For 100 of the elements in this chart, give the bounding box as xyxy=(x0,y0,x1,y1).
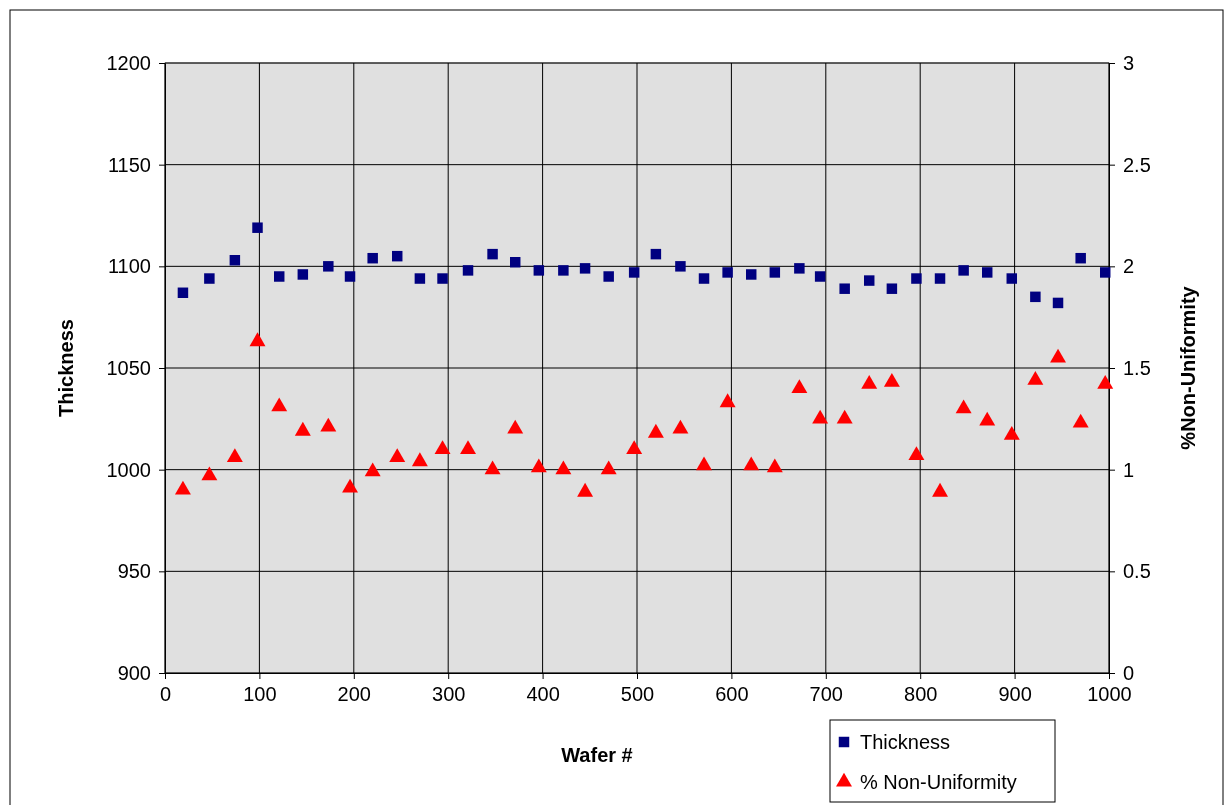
point xyxy=(886,283,898,294)
point xyxy=(794,263,805,274)
point xyxy=(979,411,996,426)
point xyxy=(367,252,378,264)
point xyxy=(911,273,922,284)
point xyxy=(791,379,808,393)
point xyxy=(294,421,311,436)
y-tick-label: 1200 xyxy=(106,51,151,74)
y2-axis-title: %Non-Uniformity xyxy=(1177,285,1199,450)
y-tick-label: 1050 xyxy=(106,356,151,379)
point xyxy=(981,267,993,278)
point xyxy=(955,399,972,414)
x-tick-label: 0 xyxy=(159,683,172,706)
point xyxy=(1099,267,1111,278)
x-tick-label: 600 xyxy=(715,683,749,706)
point xyxy=(533,265,545,276)
y-axis-title: Thickness xyxy=(55,319,77,417)
point xyxy=(1097,375,1114,389)
point xyxy=(273,271,285,282)
x-tick-label: 900 xyxy=(998,683,1032,706)
y-tick-label: 1150 xyxy=(107,153,151,176)
point xyxy=(696,456,712,471)
point xyxy=(201,466,218,481)
point xyxy=(460,440,476,454)
point xyxy=(271,397,288,412)
point xyxy=(908,446,925,461)
point xyxy=(414,273,426,284)
y2-tick-label: 0.5 xyxy=(1123,560,1151,583)
legend-label: Thickness xyxy=(860,731,951,753)
point xyxy=(603,271,614,282)
point xyxy=(650,248,662,260)
point xyxy=(229,254,241,266)
point xyxy=(509,257,521,268)
point xyxy=(719,393,736,408)
point xyxy=(1027,371,1044,385)
point xyxy=(323,261,334,272)
y-tick-label: 1000 xyxy=(106,458,151,481)
point xyxy=(1052,297,1064,309)
x-tick-label: 100 xyxy=(243,683,277,706)
point xyxy=(249,332,266,347)
point xyxy=(698,273,710,284)
point xyxy=(204,273,215,284)
point xyxy=(1030,291,1041,303)
point xyxy=(437,273,448,284)
x-tick-label: 1000 xyxy=(1087,683,1132,706)
point xyxy=(863,275,875,286)
point xyxy=(958,265,969,276)
y-tick-label: 900 xyxy=(117,661,151,684)
point xyxy=(836,409,853,424)
point xyxy=(297,269,309,280)
point xyxy=(883,373,900,387)
point xyxy=(600,460,617,475)
y2-tick-label: 1 xyxy=(1123,458,1135,481)
y2-tick-label: 2.5 xyxy=(1123,153,1151,176)
x-axis-title: Wafer # xyxy=(561,744,633,766)
point xyxy=(672,419,689,434)
point xyxy=(174,480,191,495)
point xyxy=(320,417,337,432)
point xyxy=(434,440,451,454)
point xyxy=(252,222,263,233)
point xyxy=(1072,413,1089,428)
point xyxy=(577,482,594,497)
point xyxy=(769,267,781,278)
point xyxy=(364,462,381,477)
y2-tick-label: 2 xyxy=(1123,255,1135,278)
point xyxy=(389,448,406,463)
y-tick-label: 950 xyxy=(117,560,151,583)
point xyxy=(675,261,686,272)
point xyxy=(484,460,501,475)
point xyxy=(487,248,498,260)
point xyxy=(462,265,474,276)
legend-label: % Non-Uniformity xyxy=(860,771,1017,793)
point xyxy=(839,283,850,294)
point xyxy=(647,423,664,438)
x-tick-label: 700 xyxy=(809,683,843,706)
point xyxy=(812,409,829,424)
point xyxy=(932,482,948,497)
point xyxy=(1050,348,1066,363)
point xyxy=(507,419,524,434)
point xyxy=(628,267,640,278)
point xyxy=(342,478,358,493)
x-tick-label: 200 xyxy=(337,683,371,706)
point xyxy=(177,287,189,299)
point xyxy=(579,263,591,274)
x-tick-label: 300 xyxy=(432,683,466,706)
point xyxy=(530,458,547,473)
point xyxy=(344,271,356,282)
point xyxy=(766,458,783,473)
point xyxy=(1075,252,1086,264)
y2-tick-label: 3 xyxy=(1123,51,1135,74)
point xyxy=(226,448,243,463)
x-tick-label: 500 xyxy=(620,683,655,706)
x-tick-label: 400 xyxy=(526,683,560,706)
point xyxy=(1003,425,1020,440)
x-tick-label: 800 xyxy=(904,683,938,706)
point xyxy=(722,267,733,278)
point xyxy=(861,375,878,389)
point xyxy=(626,440,643,454)
point xyxy=(934,273,946,284)
y2-tick-label: 1.5 xyxy=(1123,356,1151,379)
